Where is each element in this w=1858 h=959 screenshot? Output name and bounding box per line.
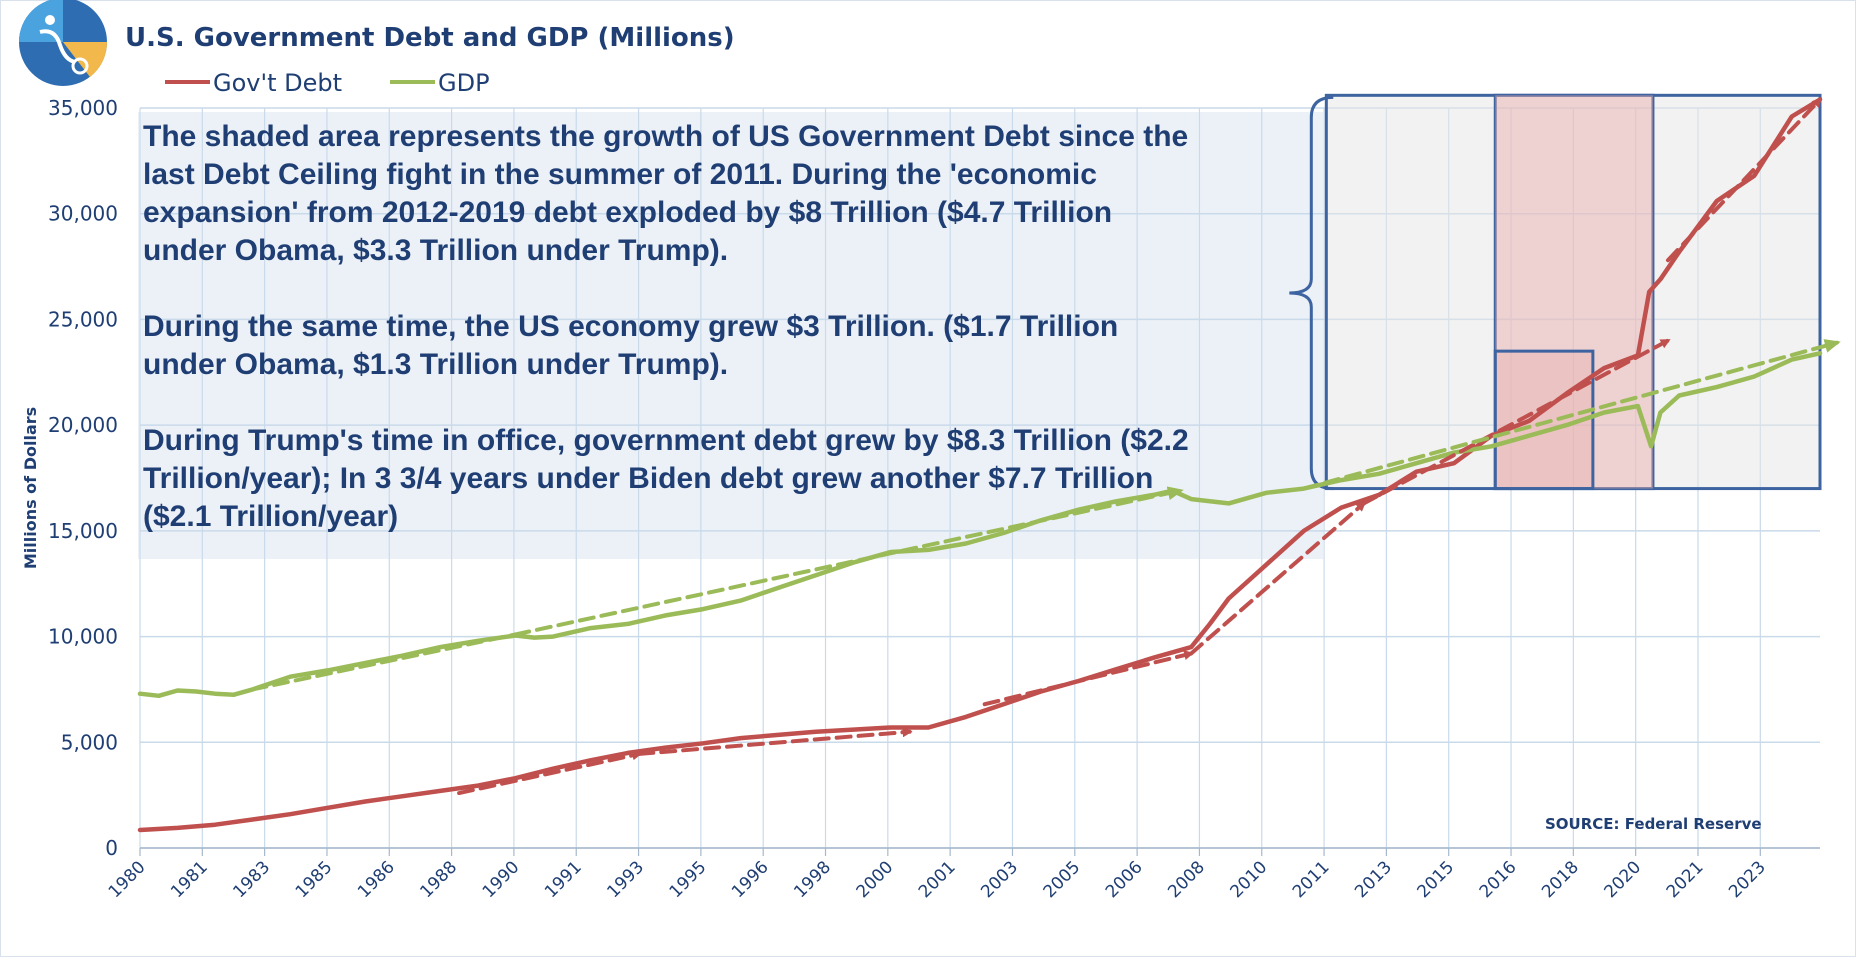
annotation-background bbox=[138, 112, 1323, 559]
annotation-line: last Debt Ceiling fight in the summer of… bbox=[143, 158, 1097, 191]
annotation-line: During the same time, the US economy gre… bbox=[143, 310, 1118, 343]
y-tick-label: 20,000 bbox=[48, 413, 118, 437]
y-tick-label: 10,000 bbox=[48, 625, 118, 649]
x-tick-label: 1980 bbox=[105, 857, 150, 902]
x-tick-label: 2006 bbox=[1102, 857, 1147, 902]
x-tick-label: 1988 bbox=[416, 857, 461, 902]
x-tick-label: 2016 bbox=[1476, 857, 1521, 902]
annotation-line: The shaded area represents the growth of… bbox=[143, 120, 1188, 153]
x-tick-label: 1986 bbox=[354, 857, 399, 902]
x-tick-label: 2018 bbox=[1538, 857, 1583, 902]
legend: Gov't Debt GDP bbox=[165, 69, 490, 97]
source-note: SOURCE: Federal Reserve bbox=[1545, 815, 1762, 833]
x-tick-label: 1983 bbox=[229, 857, 274, 902]
x-tick-label: 1981 bbox=[167, 857, 212, 902]
trend-line-debt bbox=[1665, 97, 1823, 263]
series-line-gdp bbox=[137, 351, 1823, 699]
trend-line-debt bbox=[1361, 338, 1671, 506]
x-tick-label: 2005 bbox=[1040, 857, 1085, 902]
trend-line-debt bbox=[982, 650, 1195, 707]
annotation-line: Trillion/year); In 3 3/4 years under Bid… bbox=[143, 462, 1153, 495]
x-tick-label: 1990 bbox=[479, 857, 524, 902]
y-axis-label: Millions of Dollars bbox=[21, 407, 40, 569]
trend-line-gdp bbox=[513, 486, 1184, 637]
logo bbox=[19, 0, 108, 86]
x-tick-label: 2013 bbox=[1351, 857, 1396, 902]
legend-label-gdp: GDP bbox=[438, 69, 490, 97]
annotation-line: under Obama, $1.3 Trillion under Trump). bbox=[143, 348, 728, 381]
x-tick-label: 2008 bbox=[1164, 857, 1209, 902]
y-tick-label: 0 bbox=[105, 836, 118, 860]
x-tick-label: 2023 bbox=[1725, 857, 1770, 902]
y-tick-label: 25,000 bbox=[48, 307, 118, 331]
annotation-line: under Obama, $3.3 Trillion under Trump). bbox=[143, 234, 728, 267]
x-tick-label: 2015 bbox=[1414, 857, 1459, 902]
curly-brace bbox=[1289, 95, 1334, 491]
x-tick-label: 2020 bbox=[1600, 857, 1645, 902]
y-tick-label: 30,000 bbox=[48, 202, 118, 226]
x-tick-label: 2001 bbox=[915, 857, 960, 902]
annotation-line: During Trump's time in office, governmen… bbox=[143, 424, 1189, 457]
trend-line-debt bbox=[457, 750, 643, 796]
x-tick-label: 2021 bbox=[1663, 857, 1708, 902]
x-tick-label: 1995 bbox=[666, 857, 711, 902]
trend-line-debt bbox=[1189, 501, 1367, 656]
x-tick-label: 2011 bbox=[1289, 857, 1334, 902]
x-tick-label: 1985 bbox=[292, 857, 337, 902]
annotation-line: ($2.1 Trillion/year) bbox=[143, 500, 398, 533]
annotation-line: expansion' from 2012-2019 debt exploded … bbox=[143, 196, 1112, 229]
y-tick-label: 15,000 bbox=[48, 519, 118, 543]
x-tick-label: 2000 bbox=[853, 857, 898, 902]
x-tick-label: 2003 bbox=[977, 857, 1022, 902]
x-tick-label: 1993 bbox=[603, 857, 648, 902]
trend-line-gdp bbox=[250, 632, 518, 692]
x-tick-label: 2010 bbox=[1227, 857, 1272, 902]
chart-title: U.S. Government Debt and GDP (Millions) bbox=[125, 23, 735, 53]
y-tick-label: 5,000 bbox=[61, 730, 118, 754]
x-tick-label: 1998 bbox=[790, 857, 835, 902]
legend-label-debt: Gov't Debt bbox=[213, 69, 342, 97]
y-tick-label: 35,000 bbox=[48, 96, 118, 120]
trend-line-debt bbox=[637, 727, 913, 756]
x-tick-label: 1991 bbox=[541, 857, 586, 902]
trend-line-gdp bbox=[1301, 339, 1841, 491]
x-tick-label: 1996 bbox=[728, 857, 773, 902]
